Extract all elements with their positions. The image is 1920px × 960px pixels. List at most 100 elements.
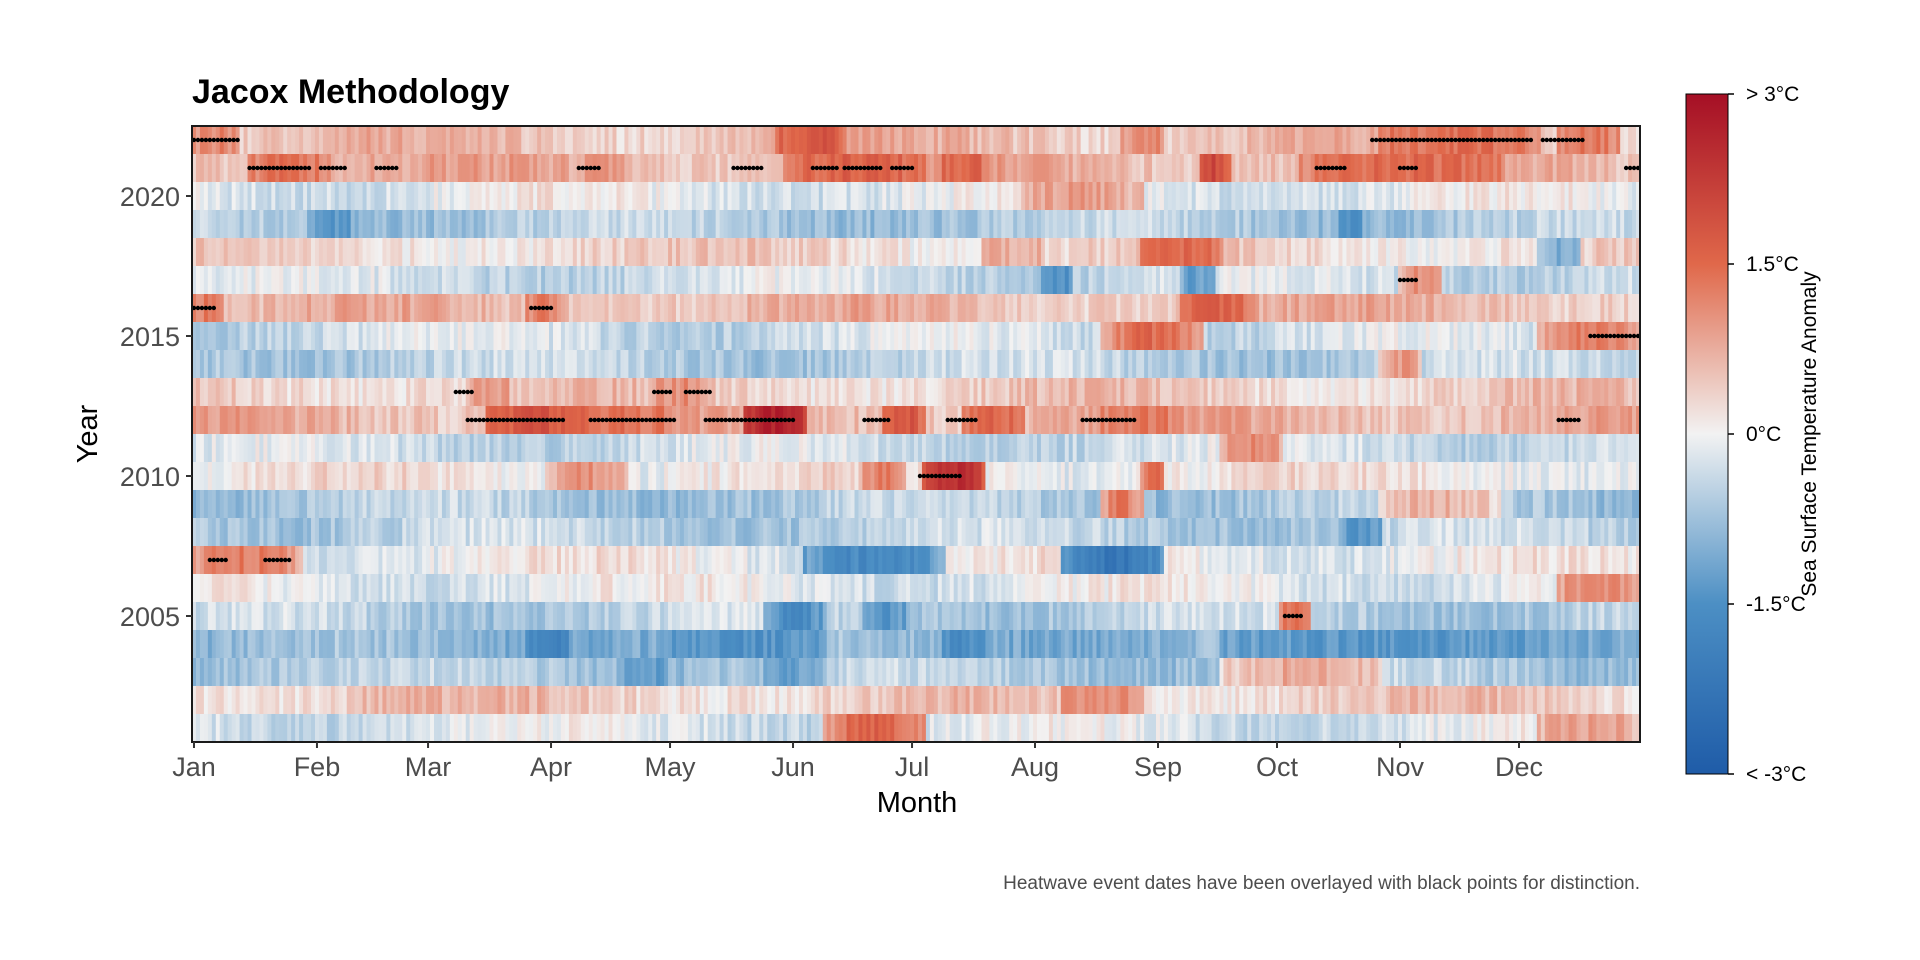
heatmap-cell xyxy=(211,182,217,210)
heatmap-cell xyxy=(902,350,907,378)
heatmap-cell xyxy=(1235,126,1240,154)
heatmap-cell xyxy=(1350,462,1355,490)
heatmap-cell xyxy=(378,378,383,406)
heatmap-cell xyxy=(612,154,617,182)
heatmap-cell xyxy=(477,490,482,518)
heatmap-cell xyxy=(1540,238,1546,266)
heatmap-cell xyxy=(866,210,871,238)
heatmap-cell xyxy=(731,294,736,322)
heatmap-cell xyxy=(275,490,280,518)
heatmap-cell xyxy=(564,322,570,350)
heatmap-cell xyxy=(445,350,451,378)
heatmap-cell xyxy=(1568,462,1573,490)
heatmap-cell xyxy=(1152,238,1157,266)
heatmap-cell xyxy=(473,182,479,210)
heatmap-cell xyxy=(775,462,780,490)
heatmap-cell xyxy=(902,378,907,406)
heatmap-cell xyxy=(977,378,982,406)
heatmap-cell xyxy=(1227,182,1232,210)
heatmap-cell xyxy=(1453,238,1458,266)
heatmap-cell xyxy=(556,462,562,490)
heatmap-cell xyxy=(1239,406,1244,434)
heatmap-cell xyxy=(1076,238,1082,266)
heatmap-cell xyxy=(600,322,605,350)
heatmap-cell xyxy=(985,182,990,210)
heatmap-cell xyxy=(354,182,360,210)
heatmap-cell xyxy=(231,490,237,518)
heatmap-cell xyxy=(1608,434,1613,462)
heatmap-cell xyxy=(842,294,847,322)
heatmap-cell xyxy=(1421,266,1427,294)
heatmap-cell xyxy=(687,462,693,490)
heatmap-cell xyxy=(636,322,641,350)
heatmap-cell xyxy=(910,462,915,490)
heatmap-cell xyxy=(1203,266,1208,294)
heatmap-cell xyxy=(787,462,792,490)
heatmap-cell xyxy=(1211,238,1216,266)
heatmap-cell xyxy=(493,294,498,322)
heatmap-cell xyxy=(941,238,947,266)
heatmap-cell xyxy=(1104,126,1109,154)
heatmap-cell xyxy=(215,294,221,322)
heatmap-cell xyxy=(239,378,244,406)
heatmap-cell xyxy=(1017,378,1022,406)
heatmap-cell xyxy=(568,210,574,238)
heatmap-cell xyxy=(632,238,637,266)
heatmap-cell xyxy=(1461,462,1466,490)
heatmap-cell xyxy=(1183,434,1189,462)
heatmap-cell xyxy=(707,294,713,322)
heatmap-cell xyxy=(1092,378,1097,406)
heatmap-cell xyxy=(997,126,1002,154)
heatmap-cell xyxy=(1092,350,1097,378)
heatmap-cell xyxy=(1152,350,1157,378)
heatmap-cell xyxy=(1596,210,1601,238)
heatmap-cell xyxy=(303,238,308,266)
heatmap-cell xyxy=(775,294,780,322)
heatmap-cell xyxy=(937,490,943,518)
heatmap-cell xyxy=(1255,238,1260,266)
heatmap-cell xyxy=(1052,490,1058,518)
heatmap-cell xyxy=(818,266,824,294)
heatmap-cell xyxy=(342,294,348,322)
heatmap-cell xyxy=(1140,238,1145,266)
heatmap-cell xyxy=(842,490,847,518)
heatmap-cell xyxy=(1322,322,1327,350)
heatmap-cell xyxy=(402,126,407,154)
heatmap-cell xyxy=(858,350,863,378)
heatmap-cell xyxy=(1179,434,1185,462)
heatmap-cell xyxy=(223,490,229,518)
heatmap-cell xyxy=(1520,238,1526,266)
heatmap-cell xyxy=(993,490,998,518)
heatmap-cell xyxy=(620,434,625,462)
heatmap-cell xyxy=(1417,182,1423,210)
heatmap-cell xyxy=(842,434,847,462)
heatmap-cell xyxy=(1080,490,1086,518)
heatmap-cell xyxy=(473,490,479,518)
heatmap-cell xyxy=(644,378,649,406)
heatmap-cell xyxy=(422,462,427,490)
heatmap-cell xyxy=(1072,378,1078,406)
heatmap-cell xyxy=(291,238,296,266)
heatmap-cell xyxy=(509,266,514,294)
heatmap-cell xyxy=(624,462,629,490)
heatmap-cell xyxy=(953,238,959,266)
heatmap-cell xyxy=(501,266,506,294)
heatmap-cell xyxy=(192,238,197,266)
heatmap-cell xyxy=(1025,322,1030,350)
heatmap-cell xyxy=(1378,434,1383,462)
heatmap-cell xyxy=(1298,406,1304,434)
heatmap-cell xyxy=(620,266,625,294)
heatmap-cell xyxy=(973,462,978,490)
heatmap-cell xyxy=(644,126,649,154)
heatmap-cell xyxy=(620,154,625,182)
heatmap-cell xyxy=(925,126,931,154)
heatmap-cell xyxy=(870,434,875,462)
heatmap-cell xyxy=(1497,294,1502,322)
heatmap-cell xyxy=(374,434,379,462)
heatmap-cell xyxy=(1413,210,1419,238)
heatmap-cell xyxy=(1060,322,1066,350)
heatmap-cell xyxy=(1497,266,1502,294)
heatmap-cell xyxy=(656,490,661,518)
heatmap-cell xyxy=(810,462,816,490)
heatmap-cell xyxy=(683,182,689,210)
